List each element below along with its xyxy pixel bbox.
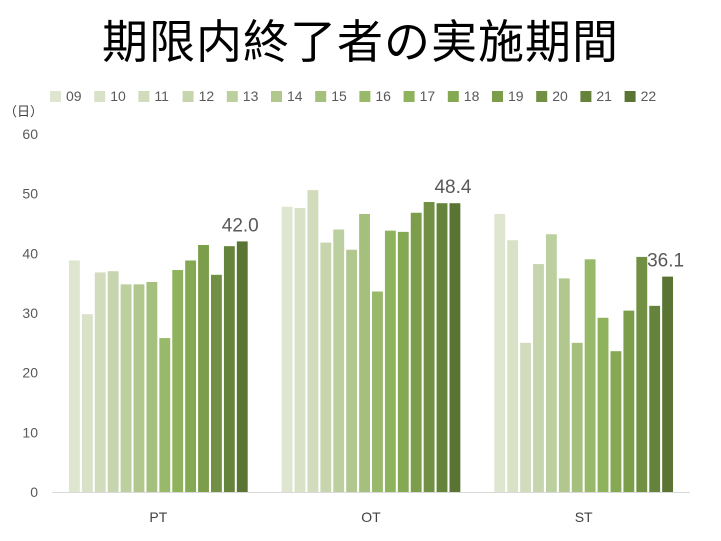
bar-pt-16	[159, 338, 171, 492]
bar-pt-17	[172, 270, 184, 492]
bar-ot-20	[423, 202, 435, 492]
y-tick-label: 60	[22, 126, 38, 142]
bar-st-09	[494, 213, 506, 492]
bar-ot-21	[436, 203, 448, 492]
bar-pt-19	[198, 244, 209, 492]
legend-label: 21	[596, 88, 612, 104]
legend-swatch-12	[182, 91, 194, 102]
data-label: 42.0	[222, 215, 259, 236]
bar-ot-18	[397, 231, 409, 492]
category-label: ST	[575, 509, 593, 525]
bar-pt-11	[94, 272, 106, 492]
legend-label: 18	[464, 88, 480, 104]
bar-ot-09	[281, 206, 293, 493]
legend-swatch-17	[403, 91, 415, 102]
y-tick-label: 0	[30, 484, 38, 500]
bar-ot-17	[384, 230, 396, 492]
category-label: PT	[149, 509, 167, 525]
bar-st-16	[584, 259, 596, 492]
legend-swatch-19	[492, 91, 503, 102]
bar-st-22	[662, 276, 674, 492]
bar-ot-19	[410, 212, 422, 492]
bar-st-14	[558, 278, 570, 492]
legend-swatch-14	[271, 91, 282, 102]
y-tick-label: 40	[22, 245, 38, 261]
data-label: 48.4	[434, 177, 471, 198]
bar-pt-20	[211, 274, 222, 492]
legend-swatch-20	[536, 91, 548, 102]
bar-st-19	[623, 310, 635, 492]
bar-st-18	[610, 351, 622, 492]
bar-ot-22	[449, 203, 461, 492]
legend-label: 20	[552, 88, 568, 104]
legend-swatch-11	[138, 91, 150, 102]
y-tick-label: 30	[22, 305, 38, 321]
bar-st-15	[571, 342, 583, 492]
bar-pt-22	[236, 241, 248, 492]
bar-st-10	[507, 240, 519, 492]
bar-pt-18	[185, 260, 197, 492]
legend-swatch-21	[580, 91, 592, 102]
legend-swatch-09	[50, 91, 61, 102]
bar-st-12	[533, 264, 544, 492]
legend-swatch-15	[315, 91, 327, 102]
legend-swatch-13	[226, 91, 238, 102]
x-axis: PT OT ST	[149, 509, 593, 525]
legend-label: 12	[199, 88, 215, 104]
legend-label: 09	[66, 88, 82, 104]
bar-st-11	[520, 342, 531, 492]
data-labels: 42.0 48.4 36.1	[222, 177, 684, 271]
bar-ot-13	[333, 229, 345, 492]
legend-swatch-16	[359, 91, 371, 102]
bar-pt-13	[120, 284, 132, 492]
y-tick-label: 10	[22, 424, 38, 440]
bar-ot-16	[372, 291, 383, 492]
legend-label: 13	[243, 88, 259, 104]
bar-st-17	[597, 317, 609, 492]
bar-pt-15	[146, 281, 158, 492]
legend-label: 15	[331, 88, 347, 104]
y-unit-label: （日）	[4, 105, 43, 120]
legend-swatch-10	[94, 91, 106, 102]
bar-ot-15	[359, 213, 370, 492]
legend-label: 16	[375, 88, 391, 104]
legend-swatch-18	[447, 91, 459, 102]
y-axis: 0 10 20 30 40 50 60	[22, 126, 38, 500]
bar-pt-14	[133, 284, 145, 492]
bar-st-13	[545, 234, 557, 493]
bar-ot-12	[320, 242, 332, 492]
legend-label: 14	[287, 88, 303, 104]
bar-pt-21	[223, 246, 235, 492]
category-label: OT	[361, 509, 381, 525]
bar-ot-14	[346, 249, 358, 492]
legend-swatch-22	[624, 91, 636, 102]
legend: 09 10 11 12 13 14 15 16 17 18 19 20 21 22	[50, 88, 656, 104]
legend-label: 17	[420, 88, 436, 104]
bar-st-21	[649, 305, 661, 492]
legend-label: 10	[110, 88, 126, 104]
bar-pt-12	[107, 271, 119, 492]
legend-label: 11	[154, 88, 169, 104]
legend-label: 22	[641, 88, 657, 104]
bar-st-20	[636, 256, 648, 492]
chart-title: 期限内終了者の実施期間	[102, 15, 619, 69]
y-tick-label: 20	[22, 365, 38, 381]
y-tick-label: 50	[22, 186, 38, 202]
bar-pt-10	[81, 314, 93, 492]
bars	[68, 190, 674, 493]
bar-ot-11	[307, 190, 319, 492]
data-label: 36.1	[647, 251, 684, 272]
bar-ot-10	[294, 207, 306, 493]
bar-pt-09	[68, 260, 80, 492]
legend-label: 19	[508, 88, 524, 104]
